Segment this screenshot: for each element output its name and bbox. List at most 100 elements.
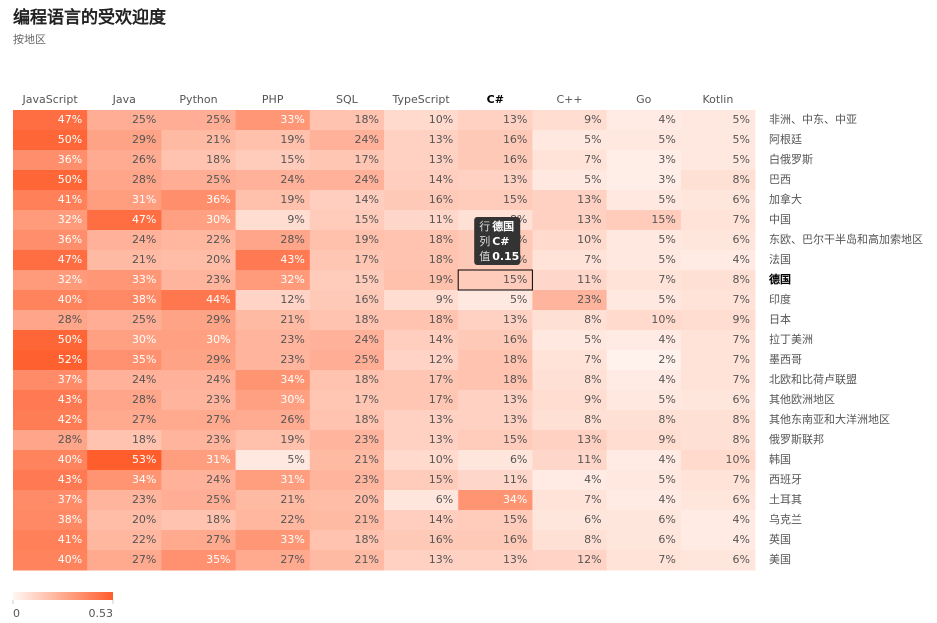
cell-label: 12% (429, 353, 453, 366)
cell (384, 370, 459, 391)
cell-label: 8% (584, 313, 601, 326)
cell-label: 23% (206, 433, 230, 446)
row-label: 白俄罗斯 (769, 152, 813, 166)
cell (606, 490, 682, 511)
cell (458, 390, 533, 411)
cell (13, 310, 88, 331)
column-label: JavaScript (22, 93, 79, 106)
cell-label: 25% (355, 353, 379, 366)
cell-label: 4% (733, 513, 750, 526)
cell-label: 28% (132, 173, 156, 186)
cell-label: 16% (429, 193, 453, 206)
cell (161, 150, 237, 171)
cell-label: 15% (651, 213, 675, 226)
cell (161, 410, 237, 431)
cell (235, 390, 311, 411)
legend-tick-label: 0.53 (89, 607, 114, 620)
cell (13, 130, 88, 151)
row-label: 中国 (769, 213, 791, 226)
cell-label: 13% (577, 213, 601, 226)
cell (235, 250, 311, 271)
cell (87, 210, 162, 231)
cell-label: 23% (206, 273, 230, 286)
cell-label: 23% (355, 473, 379, 486)
cell-label: 16% (503, 133, 527, 146)
cell-label: 26% (132, 153, 156, 166)
cell (235, 190, 311, 211)
cell (161, 130, 237, 151)
cell (235, 470, 311, 491)
cell-label: 5% (658, 133, 675, 146)
cell-label: 43% (280, 253, 304, 266)
cell (680, 290, 756, 311)
cell (87, 390, 162, 411)
cell-label: 20% (355, 493, 379, 506)
cell (13, 210, 88, 231)
cell (606, 270, 682, 291)
cell (13, 490, 88, 511)
column-label: PHP (262, 93, 284, 106)
cell-label: 5% (510, 293, 527, 306)
cell-label: 7% (733, 473, 750, 486)
cell-label: 13% (503, 173, 527, 186)
cell (458, 450, 533, 471)
overlay: 行德国列 C#值 0.15 (457, 217, 533, 291)
cell-label: 47% (132, 213, 156, 226)
cell (13, 390, 88, 411)
cell (532, 330, 608, 351)
cell-label: 19% (280, 433, 304, 446)
row-label: 其他欧洲地区 (769, 393, 835, 406)
cell (235, 330, 311, 351)
cell-label: 50% (58, 133, 82, 146)
cell-label: 23% (206, 393, 230, 406)
cell-label: 9% (658, 433, 675, 446)
cell (606, 350, 682, 371)
cell-label: 18% (503, 373, 527, 386)
cell-label: 47% (58, 253, 82, 266)
cell (309, 550, 385, 571)
row-label: 德国 (768, 272, 791, 286)
column-label: Kotlin (703, 93, 734, 106)
cell-label: 18% (206, 153, 230, 166)
cell (532, 150, 608, 171)
cell (87, 310, 162, 331)
cell (680, 390, 756, 411)
chart-subtitle: 按地区 (13, 32, 46, 46)
cell (532, 130, 608, 151)
cell-label: 12% (577, 553, 601, 566)
cell (161, 210, 237, 231)
cell-label: 5% (658, 473, 675, 486)
cell-label: 12% (280, 293, 304, 306)
cell-label: 6% (436, 493, 453, 506)
cell-label: 7% (584, 493, 601, 506)
cell-label: 13% (577, 193, 601, 206)
cell (309, 130, 385, 151)
cell (161, 390, 237, 411)
cell (532, 110, 608, 131)
cell (161, 230, 237, 251)
row-label: 东欧、巴尔干半岛和高加索地区 (769, 232, 923, 246)
cell-label: 17% (355, 253, 379, 266)
cell-label: 15% (355, 213, 379, 226)
cell-label: 9% (733, 313, 750, 326)
cell (458, 410, 533, 431)
cell-label: 30% (280, 393, 304, 406)
cell-label: 15% (503, 273, 527, 286)
cell-label: 23% (280, 333, 304, 346)
cell (161, 470, 237, 491)
cell (680, 410, 756, 431)
cell-label: 11% (577, 273, 601, 286)
cell (87, 330, 162, 351)
cell (532, 250, 608, 271)
row-label: 墨西哥 (769, 353, 802, 366)
cell (680, 510, 756, 531)
cell-label: 14% (429, 513, 453, 526)
cell (532, 390, 608, 411)
cell-label: 30% (132, 333, 156, 346)
cell-label: 27% (206, 533, 230, 546)
cell (680, 230, 756, 251)
cell (680, 190, 756, 211)
cell-label: 35% (206, 553, 230, 566)
column-label: Java (112, 93, 136, 106)
